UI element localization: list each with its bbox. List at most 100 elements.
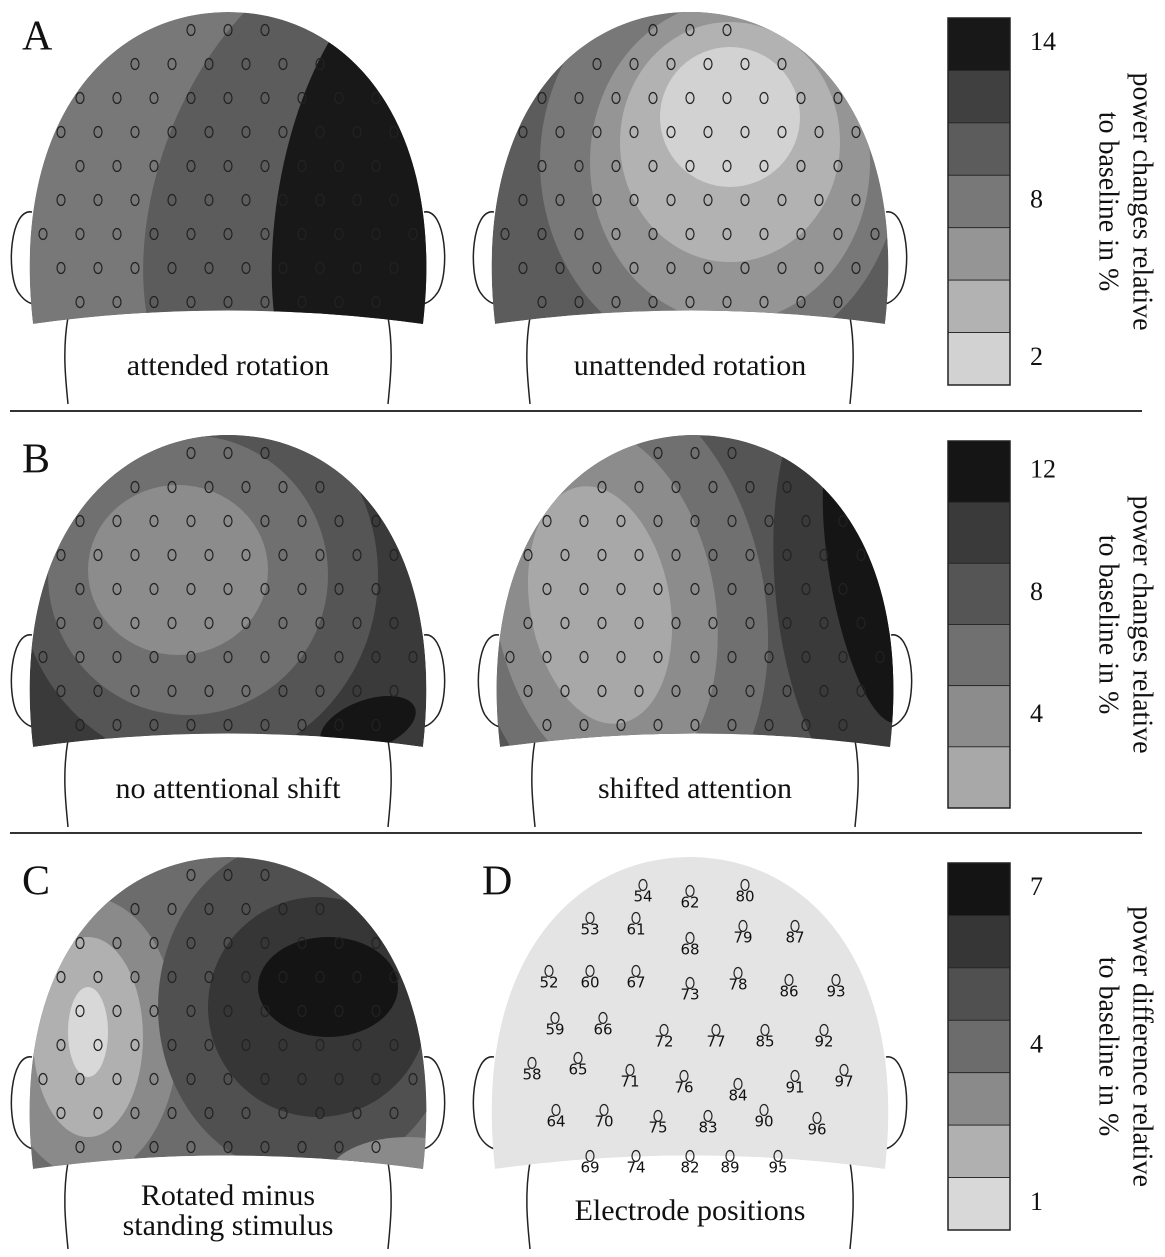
color-band bbox=[948, 1125, 1010, 1177]
color-band bbox=[948, 441, 1010, 502]
neck bbox=[388, 740, 391, 827]
color-band bbox=[948, 18, 1010, 70]
color-band bbox=[948, 686, 1010, 747]
contour bbox=[88, 485, 268, 655]
electrode-label: 96 bbox=[807, 1121, 826, 1139]
colorbar-tick-label: 12 bbox=[1030, 455, 1056, 484]
electrode-label: 93 bbox=[826, 983, 845, 1001]
color-band bbox=[948, 333, 1010, 385]
colorbar-tick-label: 8 bbox=[1030, 184, 1043, 213]
neck bbox=[850, 317, 853, 404]
colorbar-tick-label: 8 bbox=[1030, 577, 1043, 606]
color-band bbox=[948, 915, 1010, 967]
neck bbox=[850, 1162, 853, 1249]
color-band bbox=[948, 563, 1010, 624]
colorbar-label: power difference relative bbox=[1127, 906, 1158, 1187]
electrode-label: 68 bbox=[680, 941, 699, 959]
electrode-label: 73 bbox=[680, 986, 699, 1004]
neck bbox=[388, 317, 391, 404]
electrode-label: 83 bbox=[698, 1119, 717, 1137]
caption: attended rotation bbox=[127, 349, 329, 382]
electrode-label: 92 bbox=[814, 1033, 833, 1051]
topo-map bbox=[0, 837, 488, 1217]
electrode-label: 54 bbox=[633, 888, 652, 906]
color-band bbox=[948, 747, 1010, 808]
neck bbox=[532, 740, 535, 827]
contour bbox=[258, 937, 398, 1037]
panel-letter: D bbox=[482, 859, 512, 905]
caption: no attentional shift bbox=[116, 772, 342, 805]
colorbar-label: power changes relative bbox=[1127, 495, 1158, 753]
electrode-label: 75 bbox=[648, 1119, 667, 1137]
electrode-label: 62 bbox=[680, 894, 699, 912]
topo-map bbox=[30, 0, 535, 478]
color-band bbox=[948, 280, 1010, 332]
color-band bbox=[948, 625, 1010, 686]
colorbar-label: power changes relative bbox=[1127, 72, 1158, 330]
electrode-label: 72 bbox=[654, 1033, 673, 1051]
electrode-label: 86 bbox=[779, 983, 798, 1001]
color-band bbox=[948, 502, 1010, 563]
colorbar-tick-label: 4 bbox=[1030, 1029, 1043, 1058]
neck bbox=[527, 1162, 530, 1249]
colorbar-label: to baseline in % bbox=[1093, 957, 1124, 1137]
electrode-label: 61 bbox=[626, 921, 645, 939]
panel-letter: B bbox=[22, 437, 50, 483]
neck bbox=[65, 1162, 68, 1249]
color-band bbox=[948, 1073, 1010, 1125]
contour bbox=[328, 1137, 488, 1217]
color-band bbox=[948, 123, 1010, 175]
electrode-label: 84 bbox=[728, 1087, 747, 1105]
electrode-label: 52 bbox=[539, 974, 558, 992]
electrode-label: 71 bbox=[620, 1073, 639, 1091]
color-band bbox=[948, 968, 1010, 1020]
electrode-label: 85 bbox=[755, 1033, 774, 1051]
electrode-label: 89 bbox=[720, 1159, 739, 1177]
electrode-label: 74 bbox=[626, 1159, 645, 1177]
neck bbox=[388, 1162, 391, 1249]
panel-letter: C bbox=[22, 859, 50, 905]
color-band bbox=[948, 175, 1010, 227]
electrode-label: 69 bbox=[580, 1159, 599, 1177]
electrode-label: 82 bbox=[680, 1159, 699, 1177]
figure: Aattended rotationunattended rotation148… bbox=[0, 0, 1165, 1257]
electrode-label: 64 bbox=[546, 1113, 565, 1131]
neck bbox=[855, 740, 858, 827]
neck bbox=[527, 317, 530, 404]
neck bbox=[65, 317, 68, 404]
colorbar-tick-label: 7 bbox=[1030, 872, 1043, 901]
electrode-label: 60 bbox=[580, 974, 599, 992]
electrode-label: 97 bbox=[834, 1073, 853, 1091]
electrode-label: 95 bbox=[768, 1159, 787, 1177]
electrode-label: 77 bbox=[706, 1033, 725, 1051]
colorbar-label: to baseline in % bbox=[1093, 112, 1124, 292]
electrode-label: 59 bbox=[545, 1021, 564, 1039]
caption: shifted attention bbox=[598, 772, 792, 805]
colorbar-tick-label: 4 bbox=[1030, 699, 1043, 728]
color-band bbox=[948, 1178, 1010, 1230]
electrode-label: 67 bbox=[626, 974, 645, 992]
topo-map bbox=[18, 385, 426, 766]
electrode-label: 58 bbox=[522, 1066, 541, 1084]
caption: Electrode positions bbox=[575, 1194, 806, 1227]
colorbar-tick-label: 14 bbox=[1030, 27, 1056, 56]
electrode-label: 87 bbox=[785, 929, 804, 947]
colorbar-tick-label: 1 bbox=[1030, 1187, 1043, 1216]
electrode-label: 79 bbox=[733, 929, 752, 947]
contour bbox=[68, 987, 108, 1077]
electrode-label: 65 bbox=[568, 1061, 587, 1079]
panel-letter: A bbox=[22, 14, 53, 60]
color-band bbox=[948, 863, 1010, 915]
electrode-label: 78 bbox=[728, 976, 747, 994]
electrode-label: 76 bbox=[674, 1079, 693, 1097]
electrode-label: 80 bbox=[735, 888, 754, 906]
color-band bbox=[948, 70, 1010, 122]
colorbar-label: to baseline in % bbox=[1093, 535, 1124, 715]
neck bbox=[65, 740, 68, 827]
electrode-label: 91 bbox=[785, 1079, 804, 1097]
caption: Rotated minus bbox=[141, 1179, 315, 1212]
caption: standing stimulus bbox=[123, 1209, 334, 1242]
caption: unattended rotation bbox=[574, 349, 806, 382]
electrode-label: 90 bbox=[754, 1113, 773, 1131]
color-band bbox=[948, 228, 1010, 280]
